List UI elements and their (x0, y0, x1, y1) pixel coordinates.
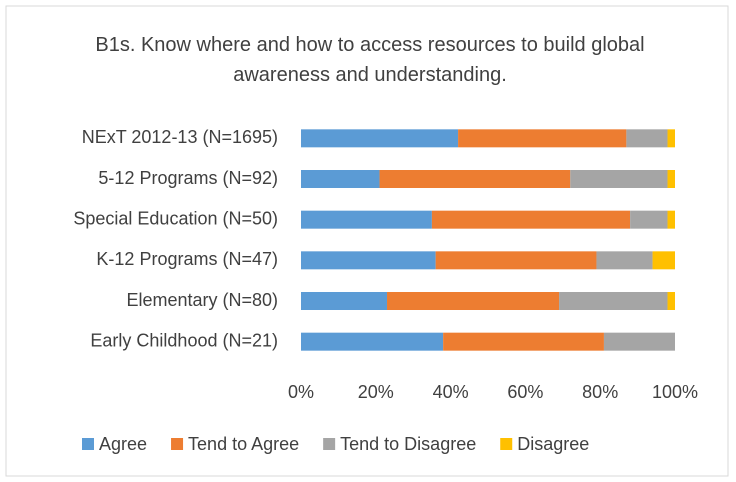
bar-segment (667, 210, 675, 229)
legend-swatch (82, 438, 94, 450)
bar-segment (570, 170, 668, 188)
y-tick-label: Elementary (N=80) (126, 290, 278, 310)
bar-segment (667, 292, 675, 310)
bar-segment (301, 251, 436, 270)
bar-segment (559, 292, 668, 310)
bar-segment (435, 251, 597, 270)
x-tick-label: 0% (288, 382, 314, 402)
y-tick-label: Special Education (N=50) (73, 208, 278, 228)
x-tick-label: 60% (507, 382, 543, 402)
x-tick-label: 20% (358, 382, 394, 402)
legend-label: Tend to Agree (188, 434, 299, 454)
bar-segment (667, 129, 675, 148)
legend-swatch (500, 438, 513, 450)
y-tick-label: 5-12 Programs (N=92) (98, 168, 278, 188)
chart-title: B1s. Know where and how to access resour… (95, 34, 645, 86)
bar-segment (667, 170, 675, 188)
x-tick-label: 40% (433, 382, 469, 402)
y-tick-label: NExT 2012-13 (N=1695) (82, 127, 278, 147)
legend-label: Disagree (517, 434, 589, 454)
bar-segment (431, 210, 631, 229)
bar-segment (458, 129, 627, 148)
legend-label: Tend to Disagree (340, 434, 476, 454)
bar-segment (387, 292, 560, 310)
bar-segment (630, 210, 668, 229)
legend-swatch (171, 438, 184, 450)
bar-segment (301, 170, 380, 188)
y-tick-label: K-12 Programs (N=47) (96, 249, 278, 269)
bar-segment (603, 332, 675, 351)
bar-segment (301, 292, 388, 310)
legend-swatch (323, 438, 336, 450)
x-tick-label: 100% (652, 382, 698, 402)
bar-segment (301, 210, 432, 229)
legend-label: Agree (99, 434, 147, 454)
x-tick-label: 80% (582, 382, 618, 402)
bar-segment (652, 251, 675, 270)
bar-segment (301, 129, 459, 148)
bar-segment (596, 251, 653, 270)
y-tick-label: Early Childhood (N=21) (90, 330, 278, 350)
bar-segment (443, 332, 604, 351)
bar-segment (626, 129, 668, 148)
bar-segment (379, 170, 571, 188)
bar-segment (301, 332, 444, 351)
chart-border (5, 5, 729, 477)
